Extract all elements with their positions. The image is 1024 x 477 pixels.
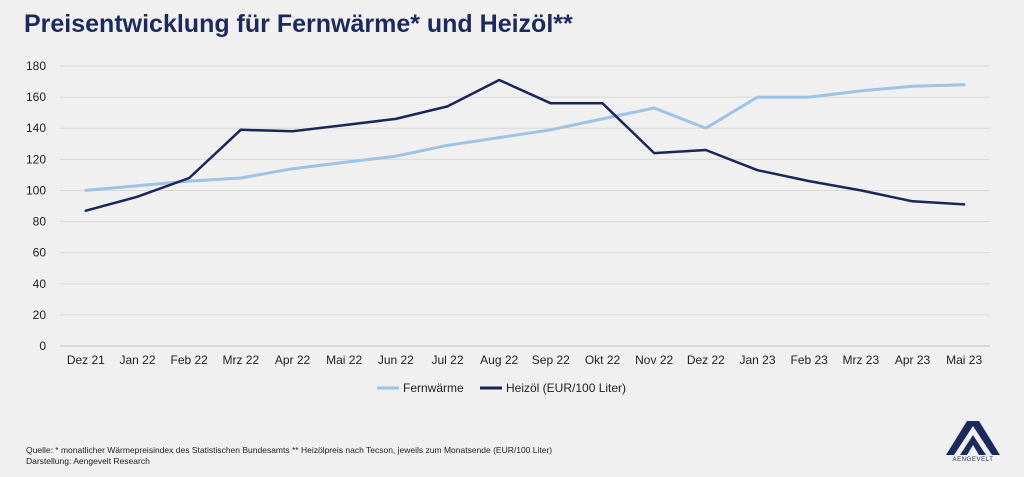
x-tick-label: Aug 22 [480,353,518,367]
chart-series [84,78,966,212]
chart-legend: Fernwärme Heizöl (EUR/100 Liter) [377,381,626,395]
x-tick-label: Okt 22 [585,353,621,367]
credit-note: Darstellung: Aengevelt Research [26,456,150,466]
x-axis: Dez 21 Jan 22 Feb 22 Mrz 22 Apr 22 Mai 22 Jun … [67,353,983,367]
x-tick-label: Apr 23 [895,353,931,367]
x-tick-label: Feb 22 [170,353,208,367]
y-tick-label: 80 [33,215,47,229]
aengevelt-logo: AENGEVELT [938,418,1008,466]
legend-label: Heizöl (EUR/100 Liter) [506,381,626,395]
x-tick-label: Mai 22 [326,353,362,367]
x-tick-label: Dez 22 [687,353,725,367]
y-tick-label: 0 [39,339,46,353]
series-line-1 [84,78,966,212]
y-tick-label: 180 [26,59,46,73]
y-tick-label: 140 [26,121,46,135]
x-tick-label: Mrz 23 [842,353,879,367]
y-tick-label: 160 [26,90,46,104]
x-tick-label: Dez 21 [67,353,105,367]
chart-title: Preisentwicklung für Fernwärme* und Heiz… [24,10,573,38]
x-tick-label: Feb 23 [790,353,828,367]
x-tick-label: Apr 22 [275,353,311,367]
y-tick-label: 20 [33,308,47,322]
y-axis: 0 20 40 60 80 100 120 140 160 180 [26,59,46,353]
legend-label: Fernwärme [403,381,464,395]
x-tick-label: Nov 22 [635,353,673,367]
logo-text: AENGEVELT [952,457,994,463]
aengevelt-logo-icon [946,421,1000,455]
x-tick-label: Mrz 22 [222,353,259,367]
y-tick-label: 40 [33,277,47,291]
series-line-0 [84,83,966,192]
x-tick-label: Jan 22 [119,353,155,367]
y-tick-label: 100 [26,183,46,197]
chart-grid [60,65,990,347]
x-tick-label: Jul 22 [431,353,463,367]
source-note: Quelle: * monatlicher Wärmepreisindex de… [26,445,553,455]
x-tick-label: Mai 23 [946,353,982,367]
y-tick-label: 60 [33,246,47,260]
y-tick-label: 120 [26,152,46,166]
footer: Quelle: * monatlicher Wärmepreisindex de… [26,445,552,467]
x-tick-label: Jun 22 [378,353,414,367]
x-tick-label: Sep 22 [532,353,570,367]
x-tick-label: Jan 23 [739,353,775,367]
